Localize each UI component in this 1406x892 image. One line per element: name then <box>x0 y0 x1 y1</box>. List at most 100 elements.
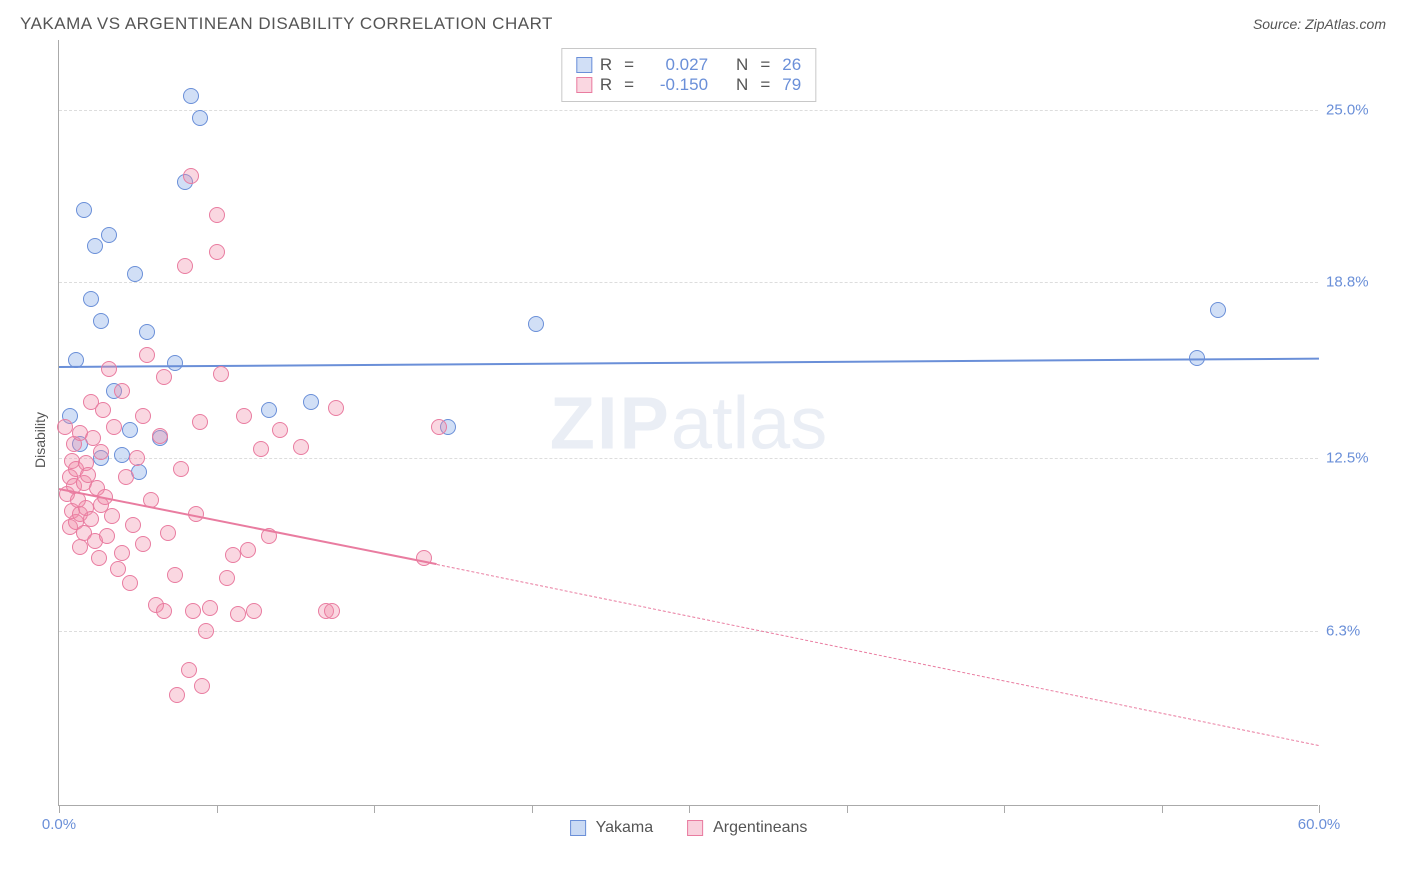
y-axis-label: Disability <box>32 412 48 468</box>
data-point <box>139 324 155 340</box>
data-point <box>99 528 115 544</box>
data-point <box>118 469 134 485</box>
data-point <box>209 207 225 223</box>
data-point <box>303 394 319 410</box>
data-point <box>91 550 107 566</box>
data-point <box>1210 302 1226 318</box>
data-point <box>253 441 269 457</box>
data-point <box>181 662 197 678</box>
legend-swatch <box>576 57 592 73</box>
x-tick <box>374 805 375 813</box>
data-point <box>101 361 117 377</box>
data-point <box>114 447 130 463</box>
data-point <box>122 422 138 438</box>
data-point <box>194 678 210 694</box>
legend-r-label: R <box>600 55 612 75</box>
data-point <box>76 202 92 218</box>
gridline <box>59 110 1318 111</box>
data-point <box>225 547 241 563</box>
data-point <box>209 244 225 260</box>
regression-line <box>437 564 1319 746</box>
data-point <box>293 439 309 455</box>
data-point <box>167 567 183 583</box>
correlation-legend: R=0.027N=26R=-0.150N=79 <box>561 48 816 102</box>
data-point <box>167 355 183 371</box>
legend-n-label: N <box>736 75 748 95</box>
data-point <box>129 450 145 466</box>
x-tick <box>217 805 218 813</box>
data-point <box>72 539 88 555</box>
y-tick-label: 25.0% <box>1326 101 1382 118</box>
legend-row: R=0.027N=26 <box>576 55 801 75</box>
legend-swatch <box>687 820 703 836</box>
plot-area: ZIPatlas R=0.027N=26R=-0.150N=79 YakamaA… <box>58 40 1318 806</box>
data-point <box>135 408 151 424</box>
legend-n-value: 26 <box>782 55 801 75</box>
data-point <box>230 606 246 622</box>
data-point <box>104 508 120 524</box>
data-point <box>127 266 143 282</box>
y-tick-label: 12.5% <box>1326 449 1382 466</box>
x-tick <box>59 805 60 813</box>
data-point <box>95 402 111 418</box>
gridline <box>59 631 1318 632</box>
data-point <box>431 419 447 435</box>
chart-container: Disability ZIPatlas R=0.027N=26R=-0.150N… <box>18 40 1396 840</box>
data-point <box>192 414 208 430</box>
x-tick <box>847 805 848 813</box>
x-tick-label: 0.0% <box>42 816 76 833</box>
regression-line <box>59 358 1319 368</box>
x-tick <box>532 805 533 813</box>
gridline <box>59 458 1318 459</box>
data-point <box>185 603 201 619</box>
data-point <box>87 238 103 254</box>
data-point <box>114 545 130 561</box>
legend-n-label: N <box>736 55 748 75</box>
x-tick <box>1004 805 1005 813</box>
x-tick <box>1319 805 1320 813</box>
data-point <box>246 603 262 619</box>
data-point <box>183 168 199 184</box>
data-point <box>156 369 172 385</box>
data-point <box>169 687 185 703</box>
data-point <box>328 400 344 416</box>
data-point <box>135 536 151 552</box>
data-point <box>83 291 99 307</box>
data-point <box>272 422 288 438</box>
legend-r-value: 0.027 <box>646 55 708 75</box>
legend-item: Argentineans <box>687 819 807 837</box>
x-tick-label: 60.0% <box>1298 816 1341 833</box>
chart-source: Source: ZipAtlas.com <box>1253 16 1386 32</box>
series-legend: Yakama Argentineans <box>570 819 808 837</box>
data-point <box>110 561 126 577</box>
data-point <box>236 408 252 424</box>
legend-n-value: 79 <box>782 75 801 95</box>
data-point <box>83 511 99 527</box>
data-point <box>93 313 109 329</box>
watermark: ZIPatlas <box>550 380 827 465</box>
data-point <box>106 419 122 435</box>
legend-label: Argentineans <box>713 819 807 837</box>
y-tick-label: 6.3% <box>1326 622 1382 639</box>
data-point <box>122 575 138 591</box>
x-tick <box>689 805 690 813</box>
legend-item: Yakama <box>570 819 654 837</box>
data-point <box>93 444 109 460</box>
legend-row: R=-0.150N=79 <box>576 75 801 95</box>
data-point <box>528 316 544 332</box>
data-point <box>114 383 130 399</box>
legend-swatch <box>576 77 592 93</box>
data-point <box>152 428 168 444</box>
data-point <box>57 419 73 435</box>
chart-header: YAKAMA VS ARGENTINEAN DISABILITY CORRELA… <box>14 14 1392 34</box>
x-tick <box>1162 805 1163 813</box>
y-tick-label: 18.8% <box>1326 274 1382 291</box>
legend-label: Yakama <box>596 819 654 837</box>
data-point <box>156 603 172 619</box>
legend-swatch <box>570 820 586 836</box>
data-point <box>240 542 256 558</box>
data-point <box>183 88 199 104</box>
data-point <box>173 461 189 477</box>
data-point <box>177 258 193 274</box>
data-point <box>198 623 214 639</box>
